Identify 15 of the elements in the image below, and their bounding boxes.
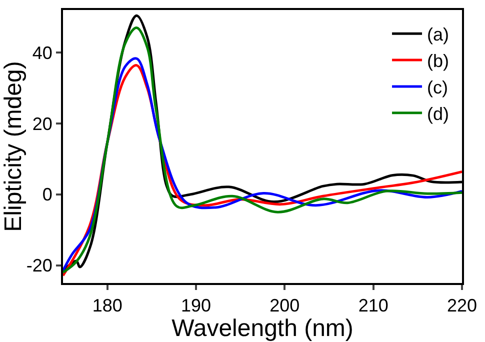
legend-label: (b) — [427, 51, 450, 72]
y-axis-title: Elipticity (mdeg) — [0, 61, 27, 232]
y-tick-label: -20 — [26, 256, 52, 276]
legend-label: (d) — [427, 104, 450, 124]
x-tick-label: 190 — [180, 296, 212, 316]
y-tick-label: 20 — [32, 114, 52, 134]
y-tick-label: 40 — [32, 42, 52, 63]
x-tick-label: 210 — [358, 296, 388, 316]
x-tick-label: 220 — [446, 296, 478, 316]
x-axis-title: Wavelength (nm) — [172, 315, 354, 342]
legend-label: (c) — [427, 77, 448, 98]
y-tick-label: 0 — [42, 184, 52, 205]
x-tick-label: 180 — [92, 296, 122, 316]
x-tick-label: 200 — [270, 296, 300, 316]
legend-label: (a) — [427, 24, 450, 45]
